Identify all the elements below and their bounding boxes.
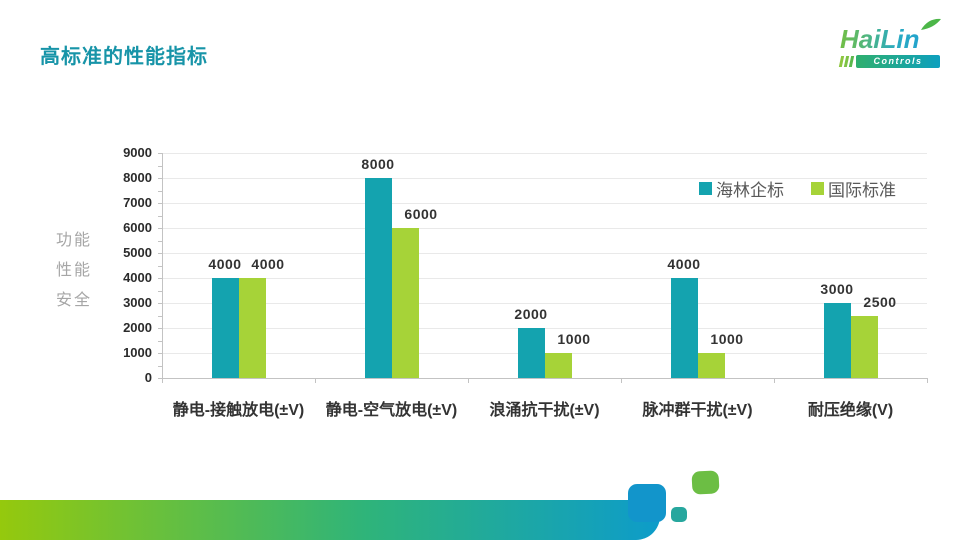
logo-wordmark: HaiLin bbox=[840, 18, 941, 54]
y-axis-tick-label: 9000 bbox=[123, 145, 152, 160]
leaf-icon bbox=[921, 18, 941, 30]
y-axis-minor-tick bbox=[158, 240, 162, 242]
legend-item: 国际标准 bbox=[811, 176, 896, 201]
decor-teal-square bbox=[671, 507, 687, 522]
y-axis-tick-label: 6000 bbox=[123, 220, 152, 235]
y-axis-minor-tick bbox=[158, 315, 162, 317]
bottom-gradient-bar bbox=[0, 500, 660, 540]
x-axis-tick bbox=[468, 378, 469, 383]
legend-swatch-icon bbox=[811, 182, 824, 195]
side-label-function: 功能 bbox=[56, 232, 93, 249]
x-axis-category-label: 静电-空气放电(±V) bbox=[325, 402, 458, 419]
gridline bbox=[162, 153, 927, 154]
chart-bar-海林企标 bbox=[517, 328, 545, 378]
y-axis-tick-label: 8000 bbox=[123, 170, 152, 185]
side-label-performance: 性能 bbox=[56, 262, 93, 279]
gridline bbox=[162, 278, 927, 279]
gridline bbox=[162, 303, 927, 304]
chart-bar-海林企标 bbox=[670, 278, 698, 378]
chart-bar-国际标准 bbox=[238, 278, 266, 378]
y-axis-minor-tick bbox=[158, 178, 162, 179]
x-axis-category-label: 耐压绝缘(V) bbox=[807, 402, 894, 419]
bar-value-label: 2500 bbox=[863, 293, 897, 310]
gridline bbox=[162, 328, 927, 329]
side-label-safety: 安全 bbox=[56, 292, 93, 309]
y-axis-minor-tick bbox=[158, 153, 162, 154]
x-axis-category-label: 静电-接触放电(±V) bbox=[172, 402, 305, 419]
y-axis-line bbox=[162, 153, 163, 378]
bar-value-label: 1000 bbox=[710, 331, 744, 347]
bar-value-label: 1000 bbox=[557, 331, 591, 347]
y-axis-minor-tick bbox=[158, 378, 162, 379]
gridline bbox=[162, 178, 927, 179]
bar-value-label: 4000 bbox=[208, 256, 242, 272]
x-axis-tick bbox=[315, 378, 316, 383]
y-axis-minor-tick bbox=[158, 215, 162, 217]
y-axis-minor-tick bbox=[158, 303, 162, 304]
y-axis-tick-label: 3000 bbox=[123, 295, 152, 310]
decor-blue-square bbox=[628, 484, 666, 522]
bar-value-label: 8000 bbox=[361, 156, 395, 172]
chart-side-labels: 功能 性能 安全 bbox=[56, 226, 92, 316]
chart-bar-国际标准 bbox=[391, 228, 419, 378]
x-axis-tick bbox=[927, 378, 928, 383]
legend-item: 海林企标 bbox=[699, 176, 784, 201]
x-axis-tick bbox=[774, 378, 775, 383]
legend-label: 国际标准 bbox=[828, 181, 896, 200]
chart-bar-海林企标 bbox=[823, 303, 851, 378]
logo-subtitle-row: Controls bbox=[838, 55, 940, 68]
chart-bar-海林企标 bbox=[211, 278, 239, 378]
y-axis-minor-tick bbox=[158, 340, 162, 342]
y-axis-tick-label: 2000 bbox=[123, 320, 152, 335]
bar-chart: 0 1000 2000 3000 4000 5000 6000 7000 8000 9000 400… bbox=[123, 145, 928, 419]
y-axis-minor-tick bbox=[158, 265, 162, 267]
bar-value-label: 4000 bbox=[251, 256, 285, 272]
y-axis-minor-tick bbox=[158, 328, 162, 329]
legend-swatch-icon bbox=[699, 182, 712, 195]
x-axis-category-label: 脉冲群干扰(±V) bbox=[642, 402, 753, 419]
chart-bar-国际标准 bbox=[697, 353, 725, 378]
y-axis-minor-tick bbox=[158, 365, 162, 367]
decor-green-square bbox=[691, 470, 720, 495]
y-axis-minor-tick bbox=[158, 203, 162, 204]
gridline bbox=[162, 228, 927, 229]
y-axis-minor-tick bbox=[158, 353, 162, 354]
y-axis-minor-tick bbox=[158, 228, 162, 229]
x-axis-tick bbox=[162, 378, 163, 383]
gridline bbox=[162, 203, 927, 204]
chart-legend: 海林企标 国际标准 bbox=[699, 176, 896, 201]
x-axis-tick bbox=[621, 378, 622, 383]
bar-value-label: 3000 bbox=[820, 281, 854, 297]
y-axis-minor-tick bbox=[158, 290, 162, 292]
chart-bar-国际标准 bbox=[850, 315, 878, 378]
y-axis-tick-label: 5000 bbox=[123, 245, 152, 260]
bar-value-label: 2000 bbox=[514, 306, 548, 322]
y-axis-minor-tick bbox=[158, 190, 162, 192]
y-axis-tick-label: 0 bbox=[144, 370, 152, 385]
bar-value-label: 4000 bbox=[667, 256, 701, 272]
page-title: 高标准的性能指标 bbox=[40, 46, 208, 68]
chart-bar-国际标准 bbox=[544, 353, 572, 378]
y-axis-minor-tick bbox=[158, 253, 162, 254]
bar-value-label: 6000 bbox=[404, 206, 438, 222]
y-axis-tick-label: 7000 bbox=[123, 195, 152, 210]
hailin-logo: HaiLin Controls bbox=[838, 18, 941, 68]
x-axis-category-label: 浪涌抗干扰(±V) bbox=[489, 402, 600, 419]
logo-subtitle: Controls bbox=[856, 55, 940, 68]
gridline bbox=[162, 253, 927, 254]
y-axis-minor-tick bbox=[158, 278, 162, 279]
y-axis-minor-tick bbox=[158, 165, 162, 167]
y-axis-tick-label: 1000 bbox=[123, 345, 152, 360]
y-axis-tick-label: 4000 bbox=[123, 270, 152, 285]
chart-bar-海林企标 bbox=[364, 178, 392, 378]
legend-label: 海林企标 bbox=[716, 181, 784, 200]
x-axis-line bbox=[162, 378, 927, 379]
